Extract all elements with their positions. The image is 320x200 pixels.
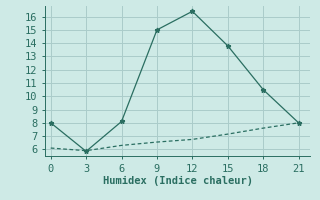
X-axis label: Humidex (Indice chaleur): Humidex (Indice chaleur) xyxy=(103,176,252,186)
